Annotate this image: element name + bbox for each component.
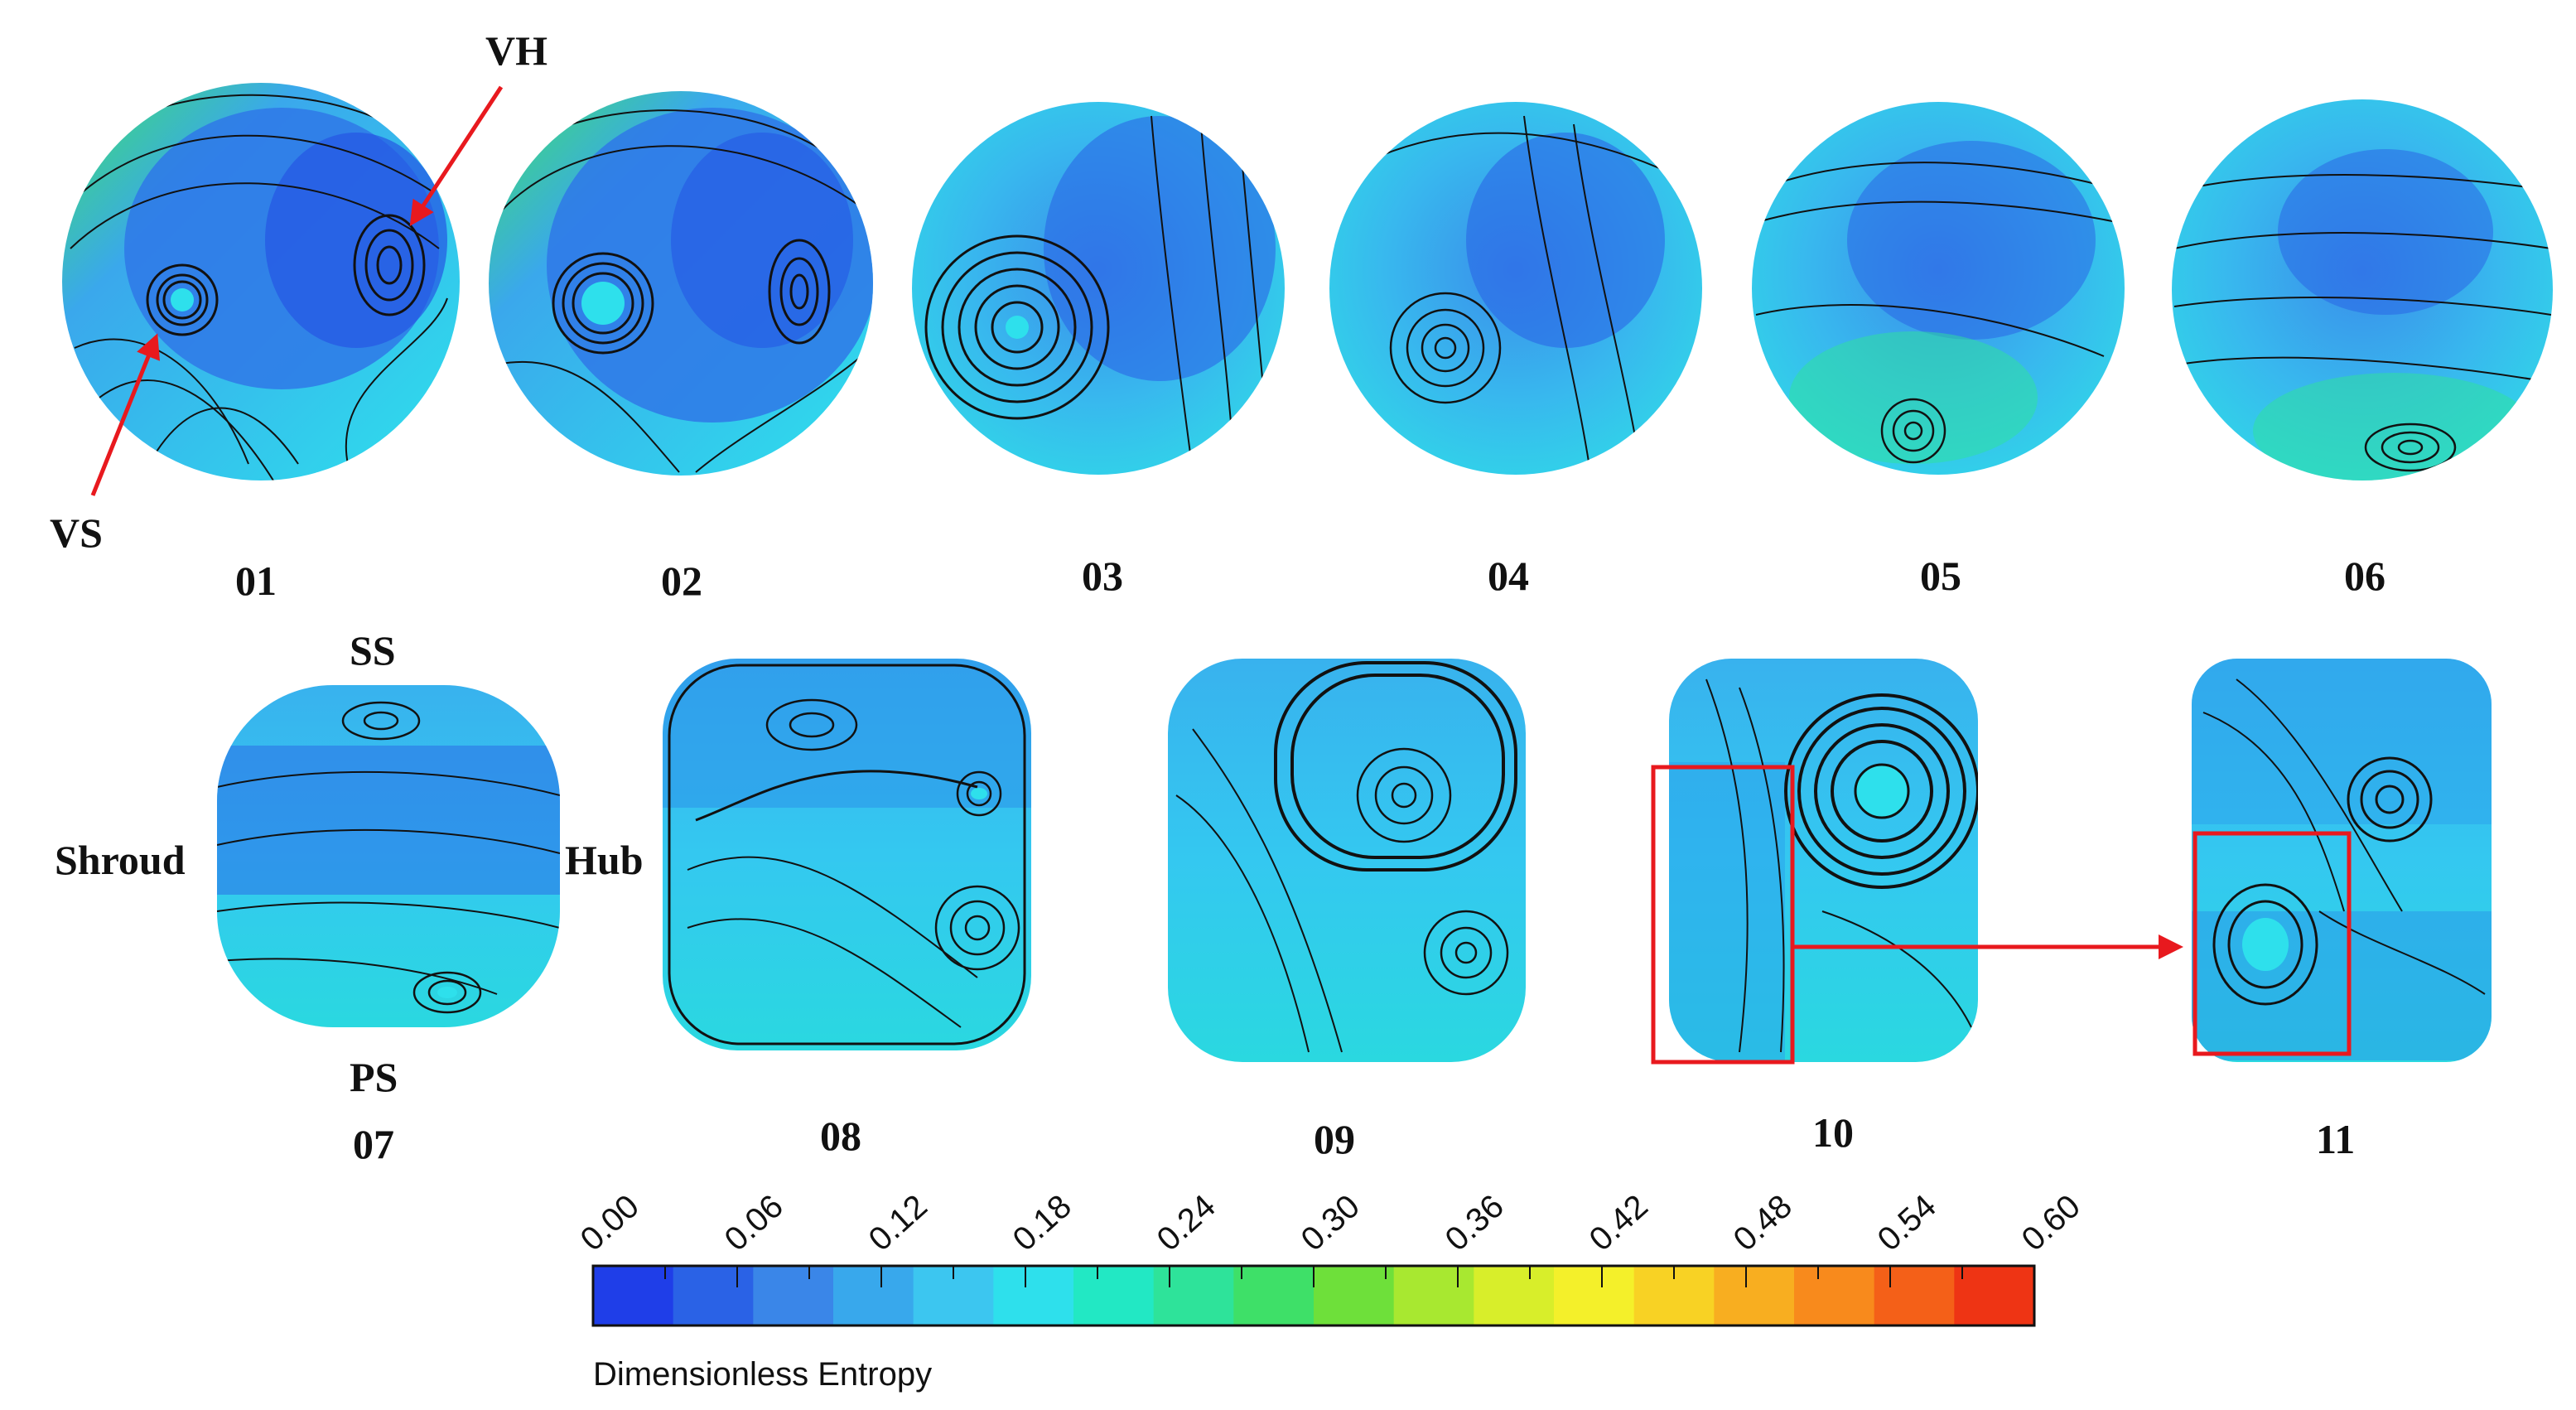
colorbar-tick-label: 0.00 [574,1188,646,1258]
section-label-02: 02 [661,558,702,604]
colorbar-tick-label: 0.48 [1727,1188,1799,1258]
highlight-box-11 [2192,831,2352,1056]
section-label-07: 07 [353,1121,394,1167]
vh-label: VH [485,27,548,74]
colorbar-swatch [673,1266,754,1325]
colorbar-title: Dimensionless Entropy [593,1356,932,1393]
vs-label: VS [50,509,103,556]
colorbar-swatch [1954,1266,2035,1325]
colorbar-swatch [833,1266,914,1325]
section-04 [1329,102,1702,475]
colorbar-swatch [1714,1266,1795,1325]
section-08 [663,659,1031,1050]
section-label-11: 11 [2316,1116,2355,1162]
hub-label: Hub [565,837,644,883]
section-label-01: 01 [235,558,277,604]
colorbar-tick-label: 0.06 [718,1188,790,1258]
colorbar-tick-label: 0.36 [1439,1188,1511,1258]
section-03 [912,102,1285,475]
section-06 [2172,99,2553,480]
colorbar-swatch [993,1266,1074,1325]
section-label-05: 05 [1920,553,1961,599]
colorbar-tick-label: 0.18 [1006,1188,1078,1258]
section-07 [217,685,560,1027]
section-label-10: 10 [1812,1109,1854,1156]
section-label-06: 06 [2344,553,2385,599]
colorbar-swatch [1314,1266,1395,1325]
colorbar-tick-label: 0.54 [1871,1188,1943,1258]
shroud-label: Shroud [55,837,186,883]
colorbar-swatch [1794,1266,1875,1325]
section-11 [2192,659,2492,1062]
colorbar-tick-label: 0.24 [1151,1188,1223,1258]
section-02 [489,91,873,476]
section-label-08: 08 [820,1113,861,1159]
colorbar-tick-label: 0.42 [1583,1188,1655,1258]
section-09 [1168,659,1526,1062]
colorbar-swatch [593,1266,674,1325]
ps-label: PS [350,1054,398,1100]
colorbar-swatch [1874,1266,1955,1325]
vs-pointer-arrow [90,333,161,496]
colorbar-tick-label: 0.12 [862,1188,934,1258]
section-label-03: 03 [1082,553,1123,599]
colorbar-swatch [1474,1266,1555,1325]
colorbar-swatch [753,1266,834,1325]
colorbar-tick-label: 0.60 [2015,1188,2087,1258]
section-label-09: 09 [1314,1116,1355,1162]
highlight-box-10 [1651,765,1795,1065]
colorbar-swatch [1554,1266,1635,1325]
colorbar-tick-label: 0.30 [1295,1188,1367,1258]
ss-label: SS [350,627,396,674]
section-10 [1669,659,1978,1062]
section-01 [62,83,460,480]
section-05 [1752,102,2125,475]
colorbar-swatch [1073,1266,1155,1325]
section-label-04: 04 [1488,553,1529,599]
colorbar-swatch [1233,1266,1315,1325]
vh-pointer-arrow [409,85,504,227]
colorbar-swatch [1153,1266,1234,1325]
colorbar: 0.00 0.06 0.12 0.18 0.24 0.30 0.36 0.42 0.48 0.54… [574,1188,2087,1327]
colorbar-swatch [1393,1266,1474,1325]
